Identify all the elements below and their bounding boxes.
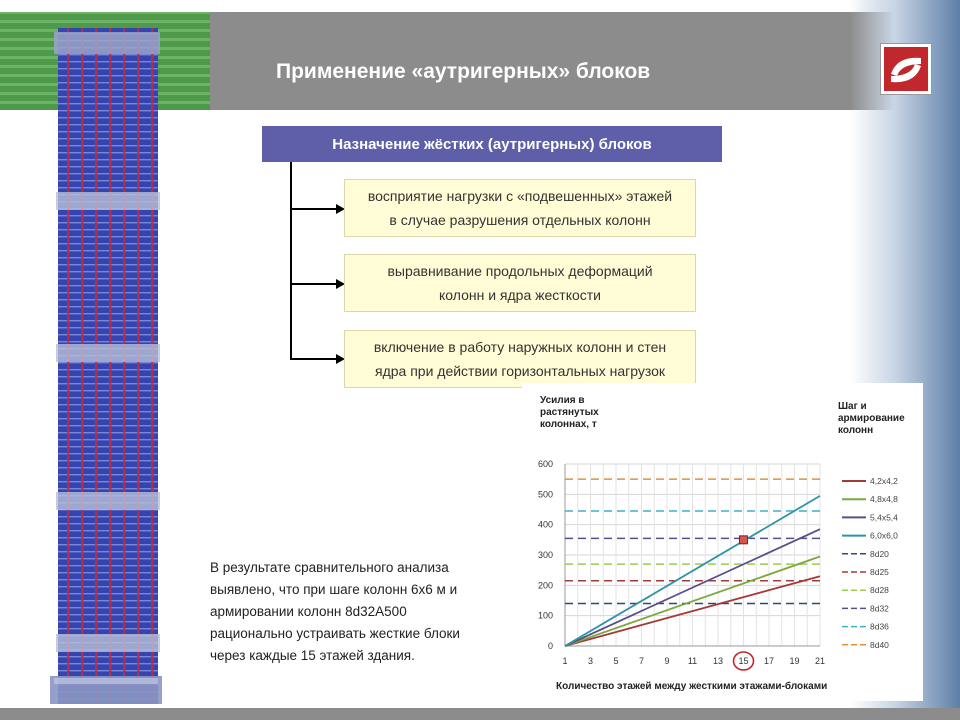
tree-branch-3	[290, 358, 338, 360]
purpose-item: восприятие нагрузки с «подвешенных» этаж…	[344, 179, 696, 237]
arrow-1	[336, 204, 345, 214]
tree-branch-1	[290, 208, 338, 210]
chart-y-axis-label: Усилия в растянутых колоннах, т	[540, 395, 599, 430]
chart-x-axis-label: Количество этажей между жесткими этажами…	[556, 681, 828, 692]
chart-legend-title: Шаг и армирование колонн	[838, 401, 905, 436]
purpose-item-line: колонн и ядра жесткости	[438, 287, 601, 303]
purpose-item-line: ядра при действии горизонтальных нагрузо…	[374, 363, 666, 379]
building-model-image	[50, 28, 162, 704]
conclusion-line: В результате сравнительного анализа	[210, 560, 449, 575]
tree-branch-2	[290, 283, 338, 285]
purpose-item: выравнивание продольных деформаций колонн…	[344, 254, 696, 312]
purpose-item: включение в работу наружных колонн и сте…	[344, 330, 696, 388]
purpose-header: Назначение жёстких (аутригерных) блоков	[262, 126, 722, 162]
purpose-item-line: в случае разрушения отдельных колонн	[389, 212, 651, 228]
purpose-item-line: выравнивание продольных деформаций	[387, 263, 653, 279]
slide-title: Применение «аутригерных» блоков	[276, 60, 651, 83]
conclusion-line: выявлено, что при шаге колонн 6х6 м и	[210, 582, 458, 597]
arrow-3	[336, 354, 345, 364]
conclusion-line: армировании колонн 8d32А500	[210, 604, 407, 619]
purpose-item-line: восприятие нагрузки с «подвешенных» этаж…	[367, 188, 673, 204]
purpose-item-line: включение в работу наружных колонн и сте…	[373, 339, 667, 355]
company-logo	[880, 43, 932, 95]
conclusion-text: В результате сравнительного анализа выяв…	[210, 557, 490, 667]
arrow-2	[336, 279, 345, 289]
footer-band	[0, 708, 960, 720]
conclusion-line: рационально устраивать жесткие блоки	[210, 626, 460, 641]
tree-trunk	[290, 162, 292, 359]
conclusion-line: через каждые 15 этажей здания.	[210, 648, 415, 663]
